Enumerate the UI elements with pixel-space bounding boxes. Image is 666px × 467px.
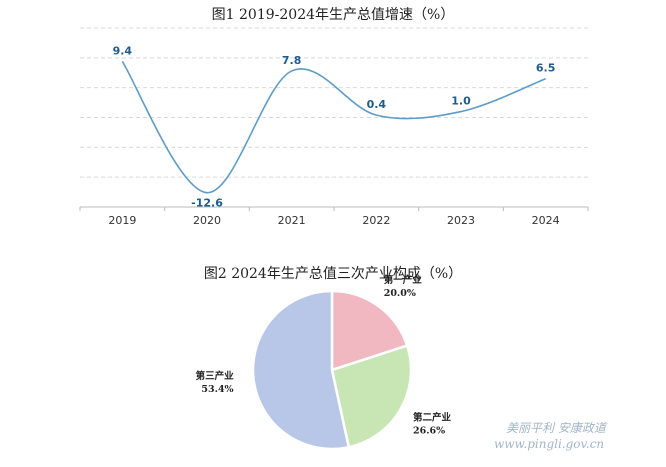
watermark-line2: www.pingli.gov.cn	[494, 437, 604, 451]
data-label: 6.5	[536, 62, 556, 75]
data-label: 7.8	[282, 54, 302, 67]
pie-slice-name: 第一产业	[384, 274, 423, 286]
pie-slice-value: 26.6%	[413, 425, 445, 436]
industry-pie	[251, 289, 413, 451]
pie-slice	[330, 289, 409, 372]
data-label: -12.6	[191, 197, 223, 210]
growth-series-line	[121, 60, 546, 194]
line-chart-grid	[80, 27, 588, 178]
data-labels: 9.4 -12.6 7.8 0.4 1.0 6.5	[113, 44, 556, 209]
pie-labels: 第一产业 20.0% 第二产业 26.6% 第三产业 53.4%	[196, 274, 452, 436]
pie-slice-name: 第三产业	[196, 370, 235, 382]
pie-slice-value: 53.4%	[201, 384, 233, 395]
x-tick-label: 2021	[278, 214, 306, 227]
pie-slice-value: 20.0%	[384, 288, 416, 299]
x-tick-label: 2022	[362, 214, 390, 227]
x-tick-label: 2024	[532, 214, 560, 227]
x-axis-ticks: 2019 2020 2021 2022 2023 2024	[79, 207, 589, 227]
pie-slice-name: 第二产业	[413, 411, 452, 423]
line-chart-title: 图1 2019-2024年生产总值增速（%）	[212, 7, 455, 23]
data-label: 0.4	[367, 98, 387, 111]
x-tick-label: 2023	[447, 214, 475, 227]
x-tick-label: 2019	[108, 214, 136, 227]
watermark-line1: 美丽平利 安康政道	[506, 421, 608, 435]
data-label: 9.4	[113, 44, 133, 57]
data-label: 1.0	[451, 95, 471, 108]
pie-slice	[251, 289, 351, 451]
x-tick-label: 2020	[193, 214, 221, 227]
pie-chart-title: 图2 2024年生产总值三次产业构成（%）	[204, 266, 462, 282]
pie-slice	[330, 344, 413, 449]
